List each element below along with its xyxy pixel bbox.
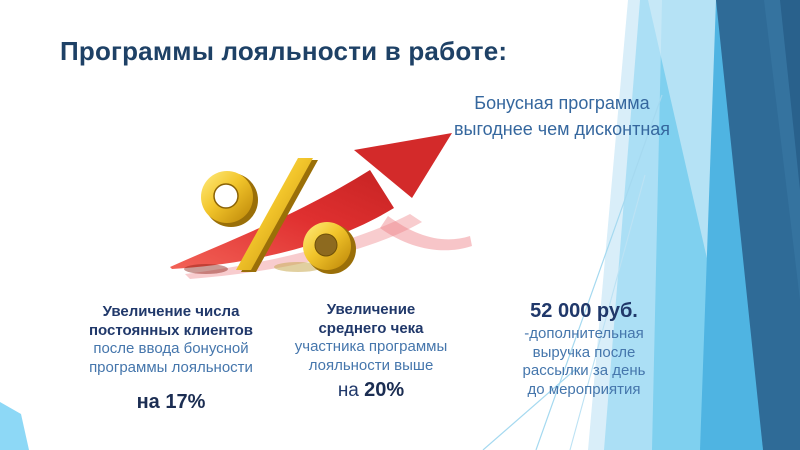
subtitle-bonus-program: Бонусная программа выгоднее чем дисконтн…	[428, 90, 696, 142]
stat-column-revenue: 52 000 руб. -дополнительная выручка посл…	[494, 299, 674, 399]
stat-regular-line: программы лояльности	[89, 358, 253, 376]
stat-regular-line: рассылки за день	[522, 362, 646, 379]
subtitle-line-1: Бонусная программа	[474, 93, 650, 113]
stat-headline-revenue: 52 000 руб.	[530, 300, 638, 322]
stat-column-clients: Увеличение числа постоянных клиентов пос…	[62, 303, 280, 414]
highlight-prefix: на	[337, 380, 365, 401]
stat-regular-line: выручка после	[532, 343, 636, 361]
stat-regular-line: участника программы	[294, 338, 448, 355]
percent-growth-illustration	[170, 133, 472, 279]
red-arrow-icon	[170, 133, 452, 269]
arrow-shadow	[184, 264, 228, 274]
stat-bold-line: Увеличение числа	[102, 303, 240, 320]
stat-column-average-check: Увеличение среднего чека участника прогр…	[284, 301, 458, 403]
stat-regular-line: -дополнительная	[524, 325, 644, 342]
stat-bold-line: среднего чека	[318, 319, 424, 337]
bottom-left-accent-wedge	[0, 402, 29, 450]
slide-title: Программы лояльности в работе:	[60, 36, 508, 66]
stat-highlight-17-percent: на 17%	[136, 391, 206, 413]
stat-highlight-20-percent: на 20%	[284, 378, 458, 403]
stat-regular-line: лояльности выше	[308, 356, 434, 374]
stat-bold-line: Увеличение	[326, 301, 416, 318]
stat-regular-line: до мероприятия	[527, 380, 641, 398]
stat-regular-line: после ввода бонусной	[93, 340, 249, 357]
stat-bold-line: постоянных клиентов	[88, 321, 254, 339]
arrow-reflection	[185, 214, 472, 279]
percent-sign-icon	[201, 158, 356, 274]
percent-shadow	[274, 262, 322, 272]
subtitle-line-2: выгоднее чем дисконтная	[453, 119, 671, 139]
highlight-value: 20%	[364, 379, 405, 401]
